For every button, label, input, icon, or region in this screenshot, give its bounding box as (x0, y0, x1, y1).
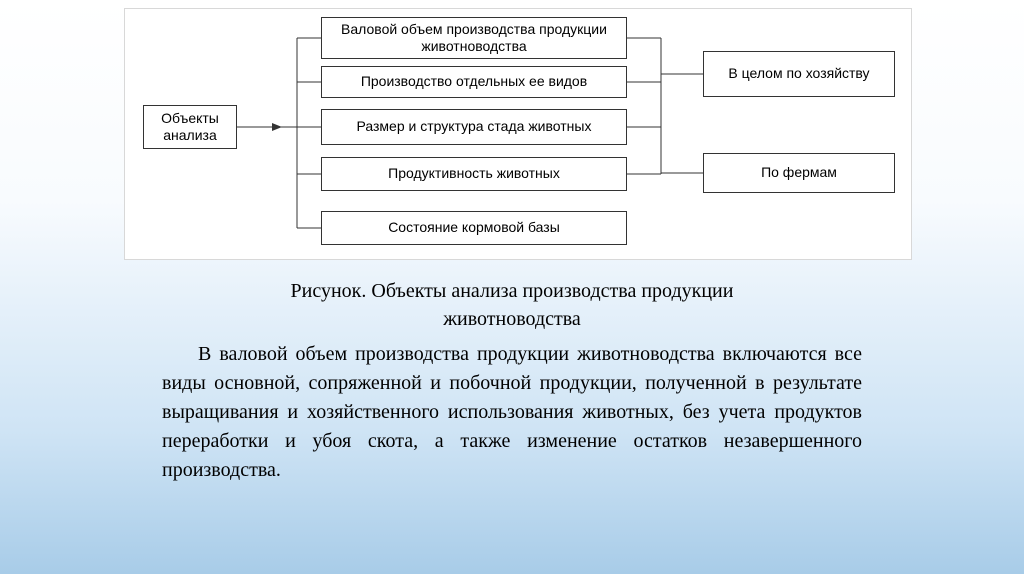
caption-line-2: животноводства (443, 308, 581, 330)
box-productivity: Продуктивность животных (321, 157, 627, 191)
box-production-types: Производство отдельных ее видов (321, 66, 627, 98)
box-objects-of-analysis: Объекты анализа (143, 105, 237, 149)
body-paragraph: В валовой объем производства продукции ж… (162, 340, 862, 485)
figure-caption: Рисунок. Объекты анализа производства пр… (0, 277, 1024, 333)
box-by-farms: По фермам (703, 153, 895, 193)
box-herd-structure: Размер и структура стада животных (321, 109, 627, 145)
diagram-container: Объекты анализа Валовой объем производст… (124, 8, 912, 260)
caption-line-1: Рисунок. Объекты анализа производства пр… (291, 280, 734, 302)
box-gross-volume: Валовой объем производства продукции жив… (321, 17, 627, 59)
box-whole-farm: В целом по хозяйству (703, 51, 895, 97)
box-feed-base: Состояние кормовой базы (321, 211, 627, 245)
